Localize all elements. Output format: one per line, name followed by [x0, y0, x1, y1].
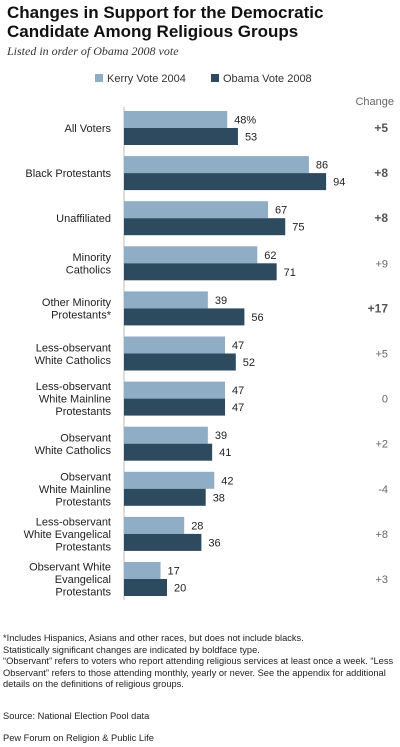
change-value: +5 [375, 349, 388, 361]
value-label: 52 [243, 357, 255, 369]
category-label: Protestants [55, 496, 111, 508]
value-label: 56 [251, 312, 263, 324]
bar-kerry-2004 [124, 156, 309, 174]
category-label: Minority [72, 252, 111, 264]
bar-obama-2008 [124, 218, 286, 236]
bar-kerry-2004 [124, 336, 226, 354]
legend-obama-swatch [211, 74, 219, 82]
value-label: 47 [232, 402, 244, 414]
bar-obama-2008 [124, 398, 226, 416]
bar-obama-2008 [124, 488, 206, 506]
value-label: 41 [219, 447, 231, 459]
category-label: White Mainline [39, 484, 111, 496]
change-value: +8 [374, 211, 388, 225]
bar-kerry-2004 [124, 291, 208, 309]
value-label: 71 [284, 267, 296, 279]
value-label: 47 [232, 385, 244, 397]
bar-obama-2008 [124, 579, 167, 596]
bar-obama-2008 [124, 443, 213, 461]
value-label: 67 [275, 205, 287, 217]
change-value: +17 [368, 301, 389, 315]
change-value: -4 [378, 484, 388, 496]
value-label: 75 [292, 222, 304, 234]
legend-obama-label: Obama Vote 2008 [223, 73, 312, 85]
category-label: White Catholics [35, 355, 112, 367]
category-label: Black Protestants [25, 168, 111, 180]
change-value: +9 [375, 258, 388, 270]
category-label: Evangelical [55, 574, 111, 586]
category-label: Other Minority [42, 297, 112, 309]
value-label: 62 [264, 250, 276, 262]
bar-obama-2008 [124, 173, 327, 191]
category-label: All Voters [65, 123, 112, 135]
category-label: White Catholics [35, 445, 112, 457]
bar-obama-2008 [124, 533, 202, 551]
credit-note: Pew Forum on Religion & Public Life [3, 733, 154, 743]
bar-kerry-2004 [124, 111, 228, 128]
chart-subtitle: Listed in order of Obama 2008 vote [7, 44, 179, 58]
category-label: Less-observant [36, 342, 111, 354]
change-value: +8 [374, 166, 388, 180]
value-label: 86 [316, 160, 328, 172]
source-note: Source: National Election Pool data [3, 711, 150, 721]
category-label: Protestants [55, 541, 111, 553]
value-label: 20 [174, 583, 186, 595]
footnotes: *Includes Hispanics, Asians and other ra… [3, 633, 397, 691]
bar-kerry-2004 [124, 426, 208, 444]
category-label: White Mainline [39, 394, 111, 406]
category-label: Observant [60, 432, 111, 444]
legend-kerry-label: Kerry Vote 2004 [107, 73, 186, 85]
chart-title: Changes in Support for the Democratic Ca… [7, 3, 324, 41]
bar-obama-2008 [124, 263, 277, 281]
category-label: Less-observant [36, 381, 111, 393]
bar-kerry-2004 [124, 246, 258, 264]
bar-kerry-2004 [124, 516, 185, 534]
change-value: +5 [374, 121, 388, 135]
change-value: +8 [375, 529, 388, 541]
category-label: Catholics [66, 265, 112, 277]
value-label: 94 [333, 177, 345, 189]
value-label: 39 [215, 295, 227, 307]
bar-kerry-2004 [124, 471, 215, 489]
value-label: 39 [215, 430, 227, 442]
category-label: Protestants [55, 406, 111, 418]
category-label: Protestants* [51, 310, 112, 322]
change-column-header: Change [355, 96, 394, 108]
footnote-hispanics: *Includes Hispanics, Asians and other ra… [3, 633, 304, 643]
category-label: Observant White [29, 562, 111, 574]
change-value: +2 [375, 439, 388, 451]
value-label: 42 [221, 475, 233, 487]
bar-obama-2008 [124, 308, 245, 326]
bar-kerry-2004 [124, 562, 161, 579]
category-label: Less-observant [36, 516, 111, 528]
bar-kerry-2004 [124, 381, 226, 399]
value-label: 38 [213, 492, 225, 504]
footnote-observant: “Observant” refers to voters who report … [3, 656, 394, 689]
value-label: 48% [234, 115, 256, 127]
legend-obama: Obama Vote 2008 [211, 73, 312, 85]
bar-kerry-2004 [124, 201, 269, 219]
bar-obama-2008 [124, 128, 238, 145]
category-label: Unaffiliated [56, 213, 111, 225]
footnote-significance: Statistically significant changes are in… [3, 644, 260, 655]
change-value: +3 [375, 574, 388, 586]
bar-chart: All Voters 48% 53 +5 Black Protestants 86 94 +8… [24, 107, 389, 600]
value-label: 36 [208, 537, 220, 549]
value-label: 17 [168, 566, 180, 578]
category-label: White Evangelical [24, 529, 111, 541]
legend-kerry-swatch [95, 74, 103, 82]
value-label: 47 [232, 340, 244, 352]
bar-obama-2008 [124, 353, 236, 371]
category-label: Observant [60, 471, 111, 483]
category-label: Protestants [55, 587, 111, 599]
legend-kerry: Kerry Vote 2004 [95, 73, 186, 85]
change-value: 0 [382, 394, 388, 406]
value-label: 53 [245, 132, 257, 144]
value-label: 28 [191, 520, 203, 532]
